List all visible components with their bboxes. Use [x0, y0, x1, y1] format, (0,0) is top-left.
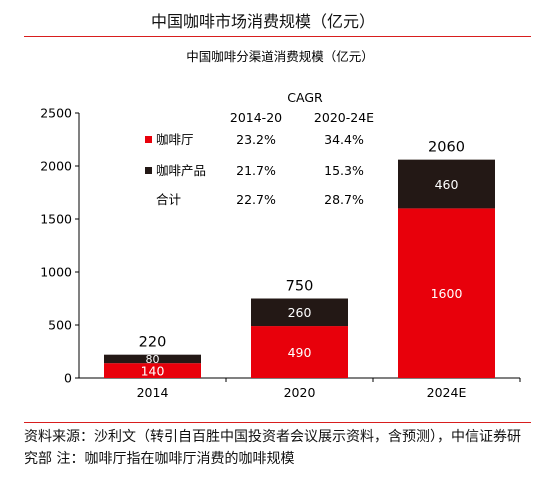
data-label-cafe-2020: 490 — [288, 345, 312, 360]
cagr-cafe-2014-20: 23.2% — [236, 132, 276, 147]
cagr-total-2020-24e: 28.7% — [324, 192, 364, 207]
axes: 0 500 1000 1500 2000 2500 2014 2020 2024E — [40, 106, 521, 400]
source-note: 资料来源：沙利文（转引自百胜中国投资者会议展示资料，含预测），中信证券研究部 注… — [24, 429, 521, 467]
x-tick-label-2024e: 2024E — [427, 385, 467, 400]
total-label-2020: 750 — [286, 279, 314, 295]
y-tick-label: 2500 — [40, 106, 72, 121]
legend-label-product: 咖啡产品 — [156, 163, 206, 178]
cagr-header: CAGR — [287, 90, 323, 105]
bar-product-2024e — [398, 159, 495, 209]
y-tick-label: 0 — [64, 371, 72, 386]
cagr-product-2014-20: 21.7% — [236, 163, 276, 178]
cagr-table: CAGR 2014-20 2020-24E 咖啡厅 23.2% 34.4% 咖啡… — [145, 90, 374, 207]
cagr-total-label: 合计 — [156, 192, 181, 207]
figure-title: 中国咖啡市场消费规模（亿元） — [151, 12, 376, 31]
bar-cafe-2024e — [398, 208, 495, 378]
cagr-col-2014-20: 2014-20 — [230, 110, 282, 125]
data-label-cafe-2014: 140 — [141, 363, 165, 378]
legend-swatch-cafe — [145, 136, 152, 143]
data-label-product-2020: 260 — [288, 305, 312, 320]
y-tick-label: 2000 — [40, 159, 72, 174]
chart-title: 中国咖啡分渠道消费规模（亿元） — [186, 49, 374, 64]
bar-cafe-2020 — [251, 326, 348, 378]
legend-swatch-product — [145, 167, 152, 174]
data-label-product-2014: 80 — [146, 353, 160, 366]
cagr-col-2020-24e: 2020-24E — [314, 110, 374, 125]
x-tick-label-2014: 2014 — [137, 385, 169, 400]
legend-label-cafe: 咖啡厅 — [156, 132, 194, 147]
y-tick-label: 1500 — [40, 212, 72, 227]
x-tick-label-2020: 2020 — [284, 385, 316, 400]
data-label-product-2024e: 460 — [435, 177, 459, 192]
total-label-2014: 220 — [139, 335, 167, 351]
title-rule — [24, 36, 531, 37]
cagr-product-2020-24e: 15.3% — [324, 163, 364, 178]
total-label-2024e: 2060 — [428, 140, 465, 156]
bar-cafe-2014 — [104, 363, 201, 378]
y-tick-label: 1000 — [40, 265, 72, 280]
bar-product-2014 — [104, 354, 201, 364]
y-tick-label: 500 — [48, 318, 72, 333]
stacked-bar-chart: 中国咖啡分渠道消费规模（亿元） 0 500 1000 1500 2000 2500 2014… — [40, 49, 521, 400]
bar-product-2020 — [251, 298, 348, 327]
data-label-cafe-2024e: 1600 — [431, 286, 463, 301]
source-rule — [24, 422, 531, 423]
cagr-total-2014-20: 22.7% — [236, 192, 276, 207]
cagr-cafe-2020-24e: 34.4% — [324, 132, 364, 147]
